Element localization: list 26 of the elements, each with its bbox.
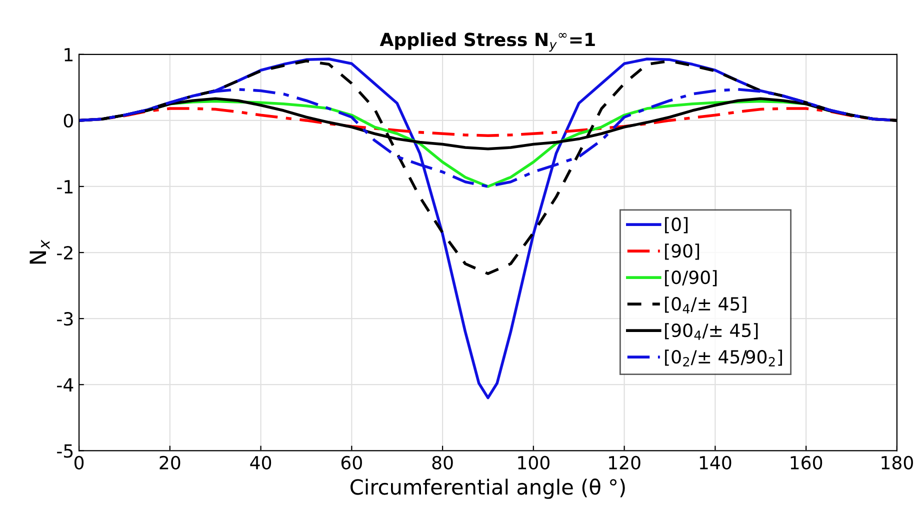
legend-label: [0]	[665, 217, 688, 234]
y-tick-label: 1	[64, 48, 73, 62]
x-tick-label: 160	[790, 456, 822, 470]
x-tick-label: 80	[432, 456, 453, 470]
legend-label: [0$_{4}$/± 45]	[665, 296, 746, 314]
y-tick-label: -5	[57, 444, 73, 458]
y-axis-title: N$_{x}$	[30, 240, 50, 264]
legend-label: [0$_{2}$/± 45/90$_{2}$]	[665, 350, 782, 366]
x-tick-label: 20	[160, 456, 180, 470]
x-tick-label: 140	[700, 456, 732, 470]
x-axis-title: Circumferential angle (θ °)	[350, 478, 625, 499]
y-tick-label: -3	[57, 312, 73, 326]
x-tick-label: 60	[341, 456, 362, 470]
y-tick-label: 0	[64, 114, 73, 128]
legend-label: [0/90]	[665, 270, 717, 286]
x-tick-label: 100	[518, 456, 550, 470]
y-tick-label: -1	[57, 180, 73, 194]
x-tick-label: 120	[609, 456, 640, 470]
x-tick-label: 40	[250, 456, 272, 470]
legend-label: [90]	[665, 244, 700, 260]
chart-title: Applied Stress N$_{y}$$^{∞}$=1	[380, 32, 595, 52]
x-tick-label: 0	[74, 456, 84, 470]
y-tick-label: -4	[57, 378, 74, 392]
legend-label: [90$_{4}$/± 45]	[665, 323, 758, 340]
y-tick-label: -2	[57, 246, 72, 260]
x-tick-label: 180	[882, 456, 913, 470]
